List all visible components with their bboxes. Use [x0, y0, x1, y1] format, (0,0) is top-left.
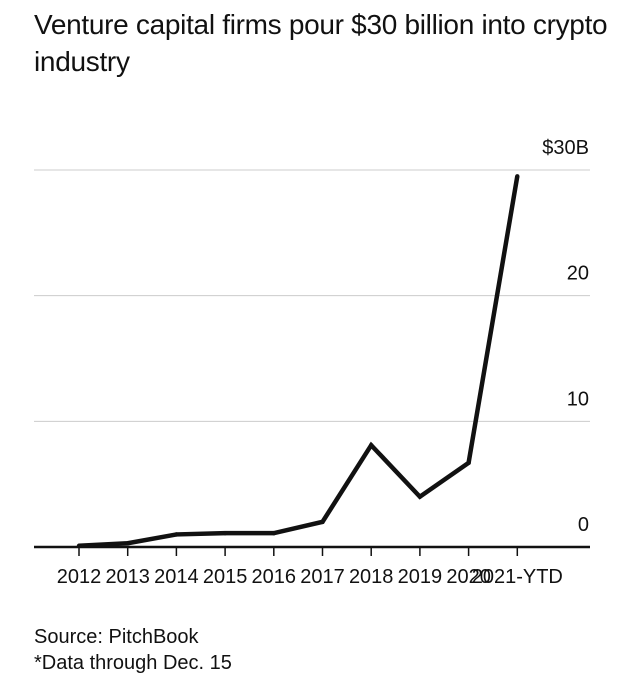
data-point [222, 530, 228, 536]
data-point [515, 174, 520, 179]
x-tick-label: 2013 [105, 566, 150, 588]
x-axis-tick-labels: 2012 2013 2014 2015 2016 2017 2018 2019 20202021… [57, 566, 563, 588]
y-tick-label: $30B [542, 137, 589, 159]
y-tick-label: 20 [567, 263, 589, 285]
x-tick-label: 2020 [446, 566, 491, 588]
chart-footer: Source: PitchBook *Data through Dec. 15 [34, 624, 232, 676]
series-layer [76, 174, 520, 548]
chart-title: Venture capital firms pour $30 billion i… [34, 9, 608, 77]
data-point [174, 532, 179, 537]
data-point [125, 541, 130, 546]
y-tick-label: 10 [567, 388, 589, 410]
x-tick-label: 2014 [154, 566, 199, 588]
data-point [271, 530, 276, 536]
x-axis [34, 545, 590, 556]
x-tick-label: 2019 [398, 566, 443, 588]
data-point [369, 443, 374, 448]
data-point [417, 494, 423, 499]
y-axis-tick-labels: 0 10 20 $30B [542, 137, 589, 536]
x-tick-label: 2018 [349, 566, 394, 588]
data-note: *Data through Dec. 15 [34, 652, 232, 674]
x-tick-label: 2017 [300, 566, 345, 588]
x-tick-label: 2016 [252, 566, 297, 588]
data-point [466, 460, 471, 466]
x-tick-label: 2012 [57, 566, 102, 588]
data-point [320, 519, 325, 525]
y-tick-label: 0 [578, 514, 589, 536]
data-point [76, 543, 82, 548]
x-tick-label: 2021-YTD [472, 566, 563, 588]
x-tick-label: 2015 [203, 566, 248, 588]
series-line [78, 175, 520, 548]
source-note: Source: PitchBook [34, 626, 199, 648]
gridlines [34, 169, 590, 422]
